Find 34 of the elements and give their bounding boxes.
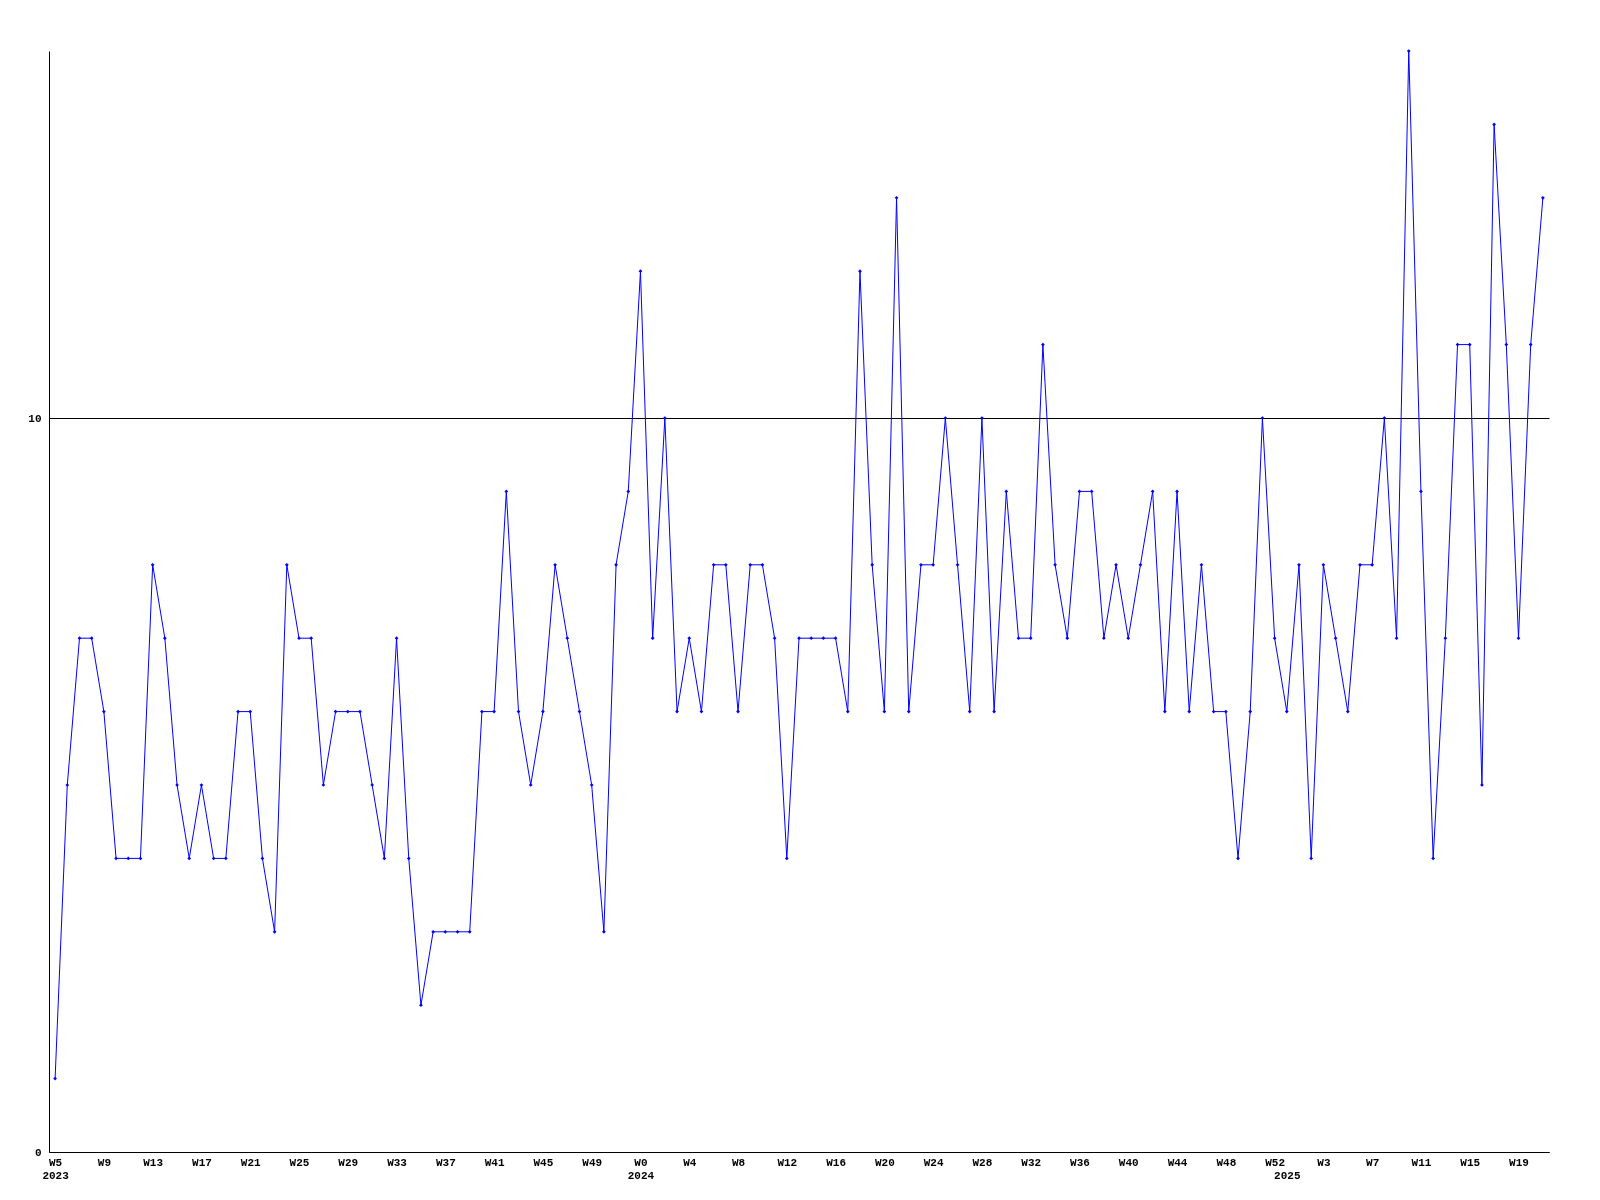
x-tick-label: W3 — [1317, 1156, 1331, 1169]
x-tick-label: W16 — [826, 1156, 846, 1169]
x-tick-label: 2025 — [1274, 1169, 1301, 1182]
x-tick-label: W29 — [338, 1156, 359, 1169]
x-tick-label: W21 — [240, 1156, 262, 1169]
x-tick-label: W44 — [1167, 1156, 1188, 1169]
x-tick-label: W9 — [97, 1156, 111, 1169]
x-tick-label: W28 — [972, 1156, 993, 1169]
x-tick-label: W45 — [533, 1156, 554, 1169]
x-tick-label: W41 — [484, 1156, 505, 1169]
x-tick-label: W11 — [1411, 1156, 1432, 1169]
x-tick-label: W25 — [289, 1156, 310, 1169]
x-tick-label: W49 — [582, 1156, 603, 1169]
x-tick-label: W36 — [1070, 1156, 1090, 1169]
x-tick-label: W4 — [683, 1156, 697, 1169]
x-tick-label: W40 — [1118, 1156, 1139, 1169]
x-tick-label: W24 — [923, 1156, 944, 1169]
x-tick-label: W7 — [1366, 1156, 1380, 1169]
x-tick-label: W15 — [1460, 1156, 1481, 1169]
x-tick-label: W52 — [1265, 1156, 1286, 1169]
x-tick-label: W5 2023 — [42, 1156, 70, 1182]
y-tick-label: 10 — [28, 412, 42, 425]
x-tick-label: W13 — [143, 1156, 164, 1169]
x-tick-label: W17 — [192, 1156, 212, 1169]
y-tick-label: 0 — [34, 1146, 42, 1159]
x-tick-label: W8 — [731, 1156, 746, 1169]
x-tick-label: W48 — [1216, 1156, 1237, 1169]
x-tick-label: W32 — [1021, 1156, 1042, 1169]
x-tick-label: W12 — [777, 1156, 798, 1169]
x-tick-label: W37 — [435, 1156, 456, 1169]
x-tick-label: W20 — [874, 1156, 895, 1169]
x-tick-label: W33 — [387, 1156, 408, 1169]
x-tick-label: W0 2024 — [627, 1156, 655, 1182]
x-tick-label: W19 — [1509, 1156, 1529, 1169]
